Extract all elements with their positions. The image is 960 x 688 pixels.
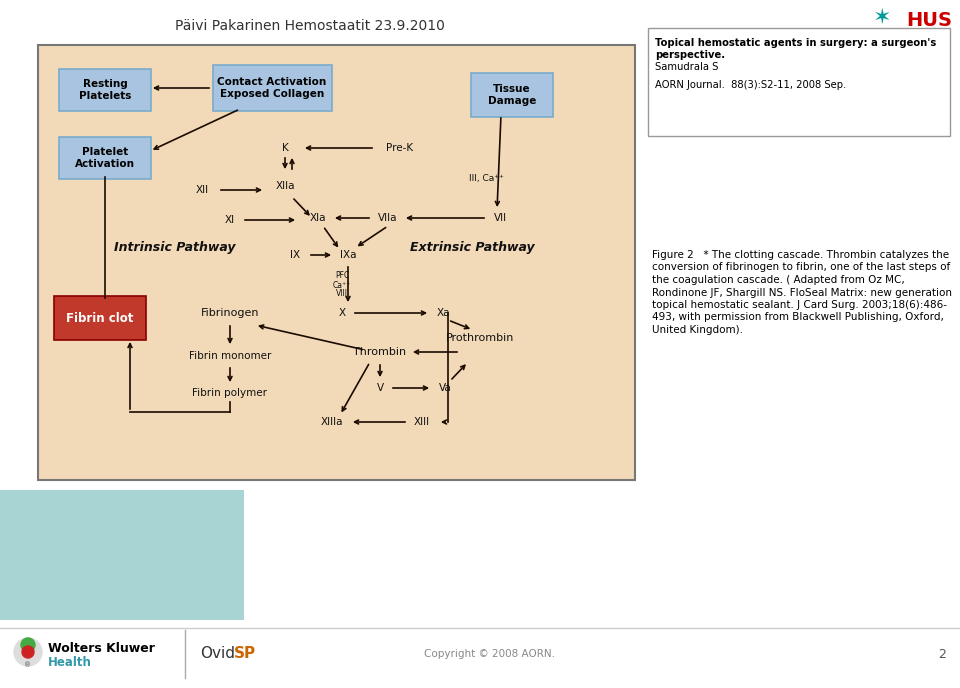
Text: 493, with permission from Blackwell Publishing, Oxford,: 493, with permission from Blackwell Publ… xyxy=(652,312,944,323)
Text: IX: IX xyxy=(290,250,300,260)
Text: Health: Health xyxy=(48,656,92,669)
Text: XIIa: XIIa xyxy=(276,181,295,191)
FancyBboxPatch shape xyxy=(0,620,960,688)
Text: conversion of fibrinogen to fibrin, one of the last steps of: conversion of fibrinogen to fibrin, one … xyxy=(652,263,950,272)
Text: XII: XII xyxy=(196,185,208,195)
Text: Platelet
Activation: Platelet Activation xyxy=(75,147,135,169)
Text: Figure 2   * The clotting cascade. Thrombin catalyzes the: Figure 2 * The clotting cascade. Thrombi… xyxy=(652,250,949,260)
Text: V: V xyxy=(376,383,384,393)
Circle shape xyxy=(22,646,34,658)
Text: Samudrala S: Samudrala S xyxy=(655,62,718,72)
Text: ✶: ✶ xyxy=(873,8,891,28)
Text: Fibrinogen: Fibrinogen xyxy=(201,308,259,318)
Text: Topical hemostatic agents in surgery: a surgeon's: Topical hemostatic agents in surgery: a … xyxy=(655,38,936,48)
FancyBboxPatch shape xyxy=(59,69,151,111)
Text: the coagulation cascade. ( Adapted from Oz MC,: the coagulation cascade. ( Adapted from … xyxy=(652,275,904,285)
Text: XIIIa: XIIIa xyxy=(321,417,344,427)
FancyBboxPatch shape xyxy=(38,45,635,480)
Text: VIIa: VIIa xyxy=(378,213,397,223)
Text: Extrinsic Pathway: Extrinsic Pathway xyxy=(410,241,535,255)
Text: HUS: HUS xyxy=(906,10,952,30)
Text: Copyright © 2008 AORN.: Copyright © 2008 AORN. xyxy=(424,649,556,659)
Text: Intrinsic Pathway: Intrinsic Pathway xyxy=(114,241,236,255)
Text: Xa: Xa xyxy=(436,308,449,318)
Text: ®: ® xyxy=(24,662,32,668)
Text: Tissue
Damage: Tissue Damage xyxy=(488,84,537,106)
Circle shape xyxy=(21,638,35,652)
Text: VIII: VIII xyxy=(336,290,348,299)
Circle shape xyxy=(14,638,42,666)
Text: XI: XI xyxy=(225,215,235,225)
Text: PFC: PFC xyxy=(335,272,349,281)
Text: Resting
Platelets: Resting Platelets xyxy=(79,79,132,101)
Text: SP: SP xyxy=(234,647,256,661)
Text: XIa: XIa xyxy=(310,213,326,223)
Text: Pre-K: Pre-K xyxy=(387,143,414,153)
FancyBboxPatch shape xyxy=(212,65,331,111)
Text: Contact Activation
Exposed Collagen: Contact Activation Exposed Collagen xyxy=(217,77,326,99)
Text: XIII: XIII xyxy=(414,417,430,427)
FancyBboxPatch shape xyxy=(54,296,146,340)
FancyBboxPatch shape xyxy=(3,630,237,684)
FancyBboxPatch shape xyxy=(0,490,244,688)
Text: 2: 2 xyxy=(938,647,946,660)
Text: perspective.: perspective. xyxy=(655,50,725,60)
Text: Rondinone JF, Shargill NS. FloSeal Matrix: new generation: Rondinone JF, Shargill NS. FloSeal Matri… xyxy=(652,288,952,297)
Text: United Kingdom).: United Kingdom). xyxy=(652,325,743,335)
Text: Fibrin clot: Fibrin clot xyxy=(66,312,133,325)
Text: AORN Journal.  88(3):S2-11, 2008 Sep.: AORN Journal. 88(3):S2-11, 2008 Sep. xyxy=(655,80,847,90)
Text: Wolters Kluwer: Wolters Kluwer xyxy=(48,643,155,656)
Text: X: X xyxy=(339,308,346,318)
Text: Va: Va xyxy=(439,383,451,393)
Text: IXa: IXa xyxy=(340,250,356,260)
FancyBboxPatch shape xyxy=(648,28,950,136)
Text: K: K xyxy=(281,143,288,153)
Text: Thrombin: Thrombin xyxy=(353,347,407,357)
Text: Prothrombin: Prothrombin xyxy=(445,333,515,343)
Text: Ca⁺⁺: Ca⁺⁺ xyxy=(333,281,351,290)
Text: III, Ca⁺⁺: III, Ca⁺⁺ xyxy=(468,173,503,182)
Text: Ovid: Ovid xyxy=(200,647,235,661)
Text: Fibrin polymer: Fibrin polymer xyxy=(193,388,268,398)
Text: Päivi Pakarinen Hemostaatit 23.9.2010: Päivi Pakarinen Hemostaatit 23.9.2010 xyxy=(175,19,444,33)
Text: Fibrin monomer: Fibrin monomer xyxy=(189,351,271,361)
Text: VII: VII xyxy=(493,213,507,223)
FancyBboxPatch shape xyxy=(59,137,151,179)
FancyBboxPatch shape xyxy=(471,73,553,117)
Text: topical hemostatic sealant. J Card Surg. 2003;18(6):486-: topical hemostatic sealant. J Card Surg.… xyxy=(652,300,947,310)
